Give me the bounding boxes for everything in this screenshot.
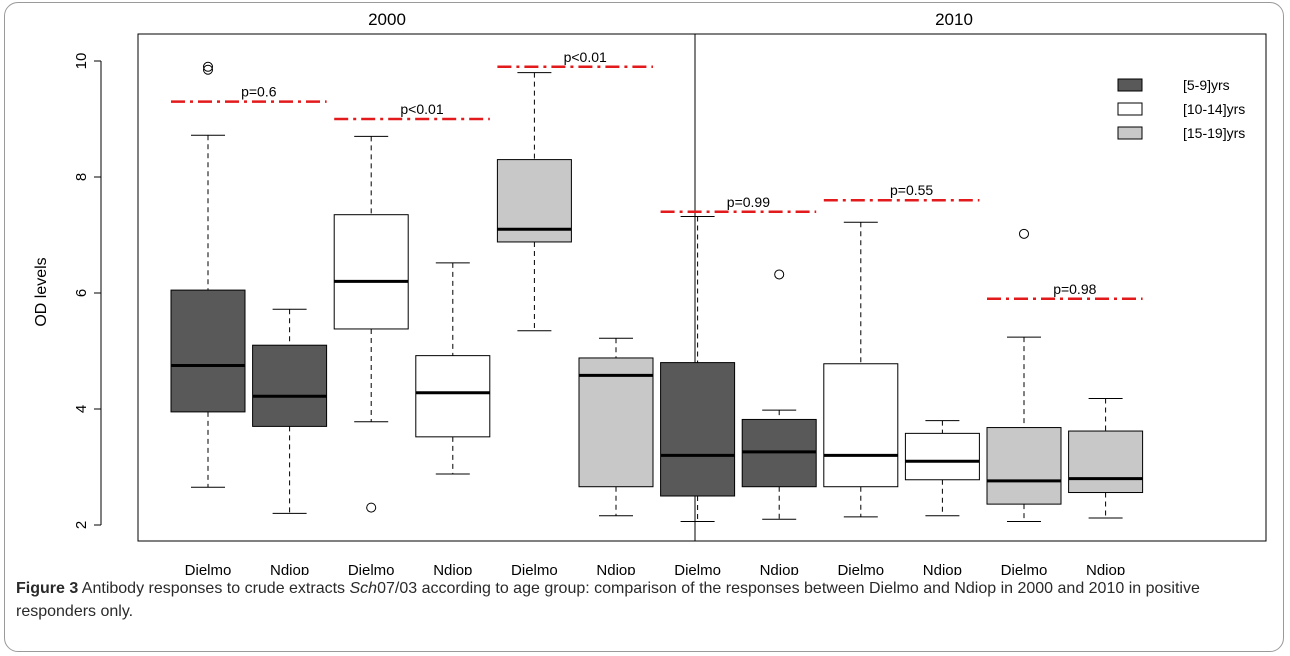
outlier-point <box>203 64 213 75</box>
caption-text-after: 07/03 according to age group: comparison… <box>16 580 1200 620</box>
box-body <box>1068 430 1144 494</box>
pvalue-label: p=0.55 <box>890 182 933 198</box>
box <box>904 420 980 517</box>
pvalue-label: p=0.98 <box>1053 281 1096 297</box>
caption-text-before: Antibody responses to crude extracts <box>78 580 350 597</box>
y-tick-label: 4 <box>73 405 90 413</box>
box <box>823 221 899 518</box>
box <box>660 215 736 523</box>
box-body <box>252 344 328 427</box>
legend-swatch <box>1117 102 1143 116</box>
box-body <box>823 363 899 488</box>
x-axis-tick-labels: Dielmo Ndiop Dielmo Ndiop Dielmo Ndiop Dielmo N… <box>185 562 1126 575</box>
pvalue-label: p=0.99 <box>727 194 770 210</box>
outlier-point <box>774 269 785 280</box>
outlier-point <box>366 502 377 513</box>
y-tick-label: 6 <box>73 289 90 297</box>
panel-title-2000: 2000 <box>368 10 406 29</box>
x-tick-label: Ndiop <box>1086 562 1125 575</box>
figure-frame <box>4 2 1284 652</box>
box <box>496 72 572 332</box>
x-tick-label: Ndiop <box>433 562 472 575</box>
box <box>333 135 409 513</box>
x-tick-label: Dielmo <box>674 562 721 575</box>
panel-title-2010: 2010 <box>935 10 973 29</box>
box-series <box>170 61 1144 523</box>
outlier-point <box>1019 228 1029 239</box>
x-tick-label: Dielmo <box>837 562 884 575</box>
legend-label: [5-9]yrs <box>1183 77 1230 93</box>
x-tick-label: Dielmo <box>185 562 232 575</box>
x-tick-label: Dielmo <box>348 562 395 575</box>
y-tick-label: 8 <box>73 173 90 181</box>
x-tick-label: Ndiop <box>270 562 309 575</box>
caption-italic: Sch <box>349 580 378 597</box>
y-tick-label: 2 <box>73 521 90 529</box>
x-tick-label: Ndiop <box>596 562 635 575</box>
y-tick-label: 10 <box>73 53 90 70</box>
figure-caption: Figure 3 Antibody responses to crude ext… <box>16 577 1266 623</box>
box-body <box>415 355 491 438</box>
y-axis-ticks: 2 4 6 8 10 <box>73 53 101 529</box>
box-body <box>578 357 654 488</box>
x-tick-label: Dielmo <box>511 562 558 575</box>
box-body <box>170 289 246 413</box>
box-body <box>986 427 1062 505</box>
legend-label: [10-14]yrs <box>1183 101 1245 117</box>
outlier-point <box>203 61 213 72</box>
box <box>1068 398 1144 519</box>
x-tick-label: Ndiop <box>760 562 799 575</box>
plot-border <box>137 33 1267 542</box>
box-body <box>904 432 980 481</box>
legend-swatch <box>1117 78 1143 92</box>
box <box>741 269 817 520</box>
p-value-annotations: p=0.6 p<0.01 p<0.01 p=0.99 p=0.55 p=0.98 <box>171 49 1143 301</box>
y-axis-label: OD levels <box>33 257 50 326</box>
pvalue-label: p<0.01 <box>564 49 607 65</box>
pvalue-label: p=0.6 <box>241 84 277 100</box>
x-tick-label: Ndiop <box>923 562 962 575</box>
legend-swatch <box>1117 126 1143 140</box>
box <box>986 228 1062 523</box>
legend: [5-9]yrs [10-14]yrs [15-19]yrs <box>1117 77 1245 141</box>
legend-label: [15-19]yrs <box>1183 125 1245 141</box>
box <box>170 61 246 488</box>
caption-label: Figure 3 <box>16 580 79 597</box>
box <box>415 262 491 475</box>
pvalue-label: p<0.01 <box>400 101 443 117</box>
box <box>252 308 328 514</box>
box-body <box>660 362 736 497</box>
x-tick-label: Dielmo <box>1001 562 1048 575</box>
box <box>578 337 654 517</box>
box-body <box>333 214 409 330</box>
